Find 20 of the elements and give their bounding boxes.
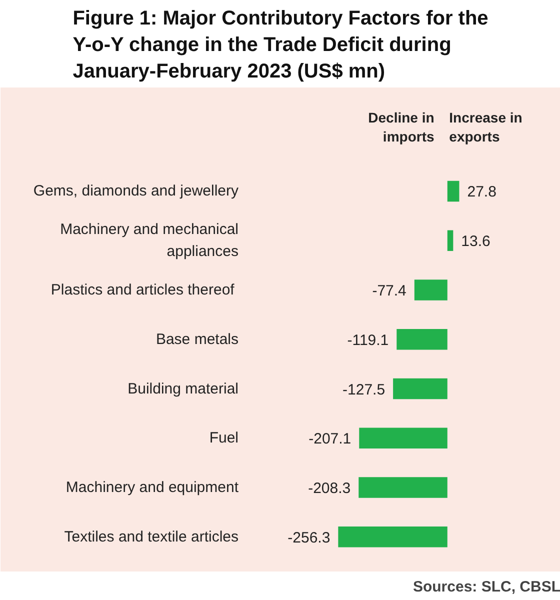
data-label: -256.3 <box>288 529 330 546</box>
y-tick-label: Plastics and articles thereof <box>50 281 236 298</box>
data-label: 27.8 <box>467 184 496 201</box>
data-label: -127.5 <box>342 381 386 398</box>
data-label: 13.6 <box>461 233 490 250</box>
y-tick-label: Gems, diamonds and jewellery <box>33 182 239 200</box>
text: Decline in imports <box>368 109 434 145</box>
y-tick-label: Machinery and mechanical appliances <box>60 221 239 260</box>
chart-title: Figure 1: Major Contributory Factors for the Y-o-Y change in the Trade Deficit during January-February 2023 (US$ mn) <box>72 8 488 82</box>
data-label: -208.3 <box>308 480 351 498</box>
y-tick-label: Building material <box>128 380 238 398</box>
text: Increase in exports <box>449 109 522 145</box>
source-note: Sources: SLC, CBSL <box>412 578 560 596</box>
y-tick-label: Textiles and textile articles <box>64 528 239 546</box>
data-label: -77.4 <box>372 282 406 300</box>
y-tick-label: Base metals <box>156 330 239 348</box>
y-tick-label: Fuel <box>209 430 239 447</box>
data-label: -207.1 <box>308 430 352 448</box>
data-label: -119.1 <box>347 332 389 349</box>
y-tick-label: Machinery and equipment <box>66 479 240 496</box>
